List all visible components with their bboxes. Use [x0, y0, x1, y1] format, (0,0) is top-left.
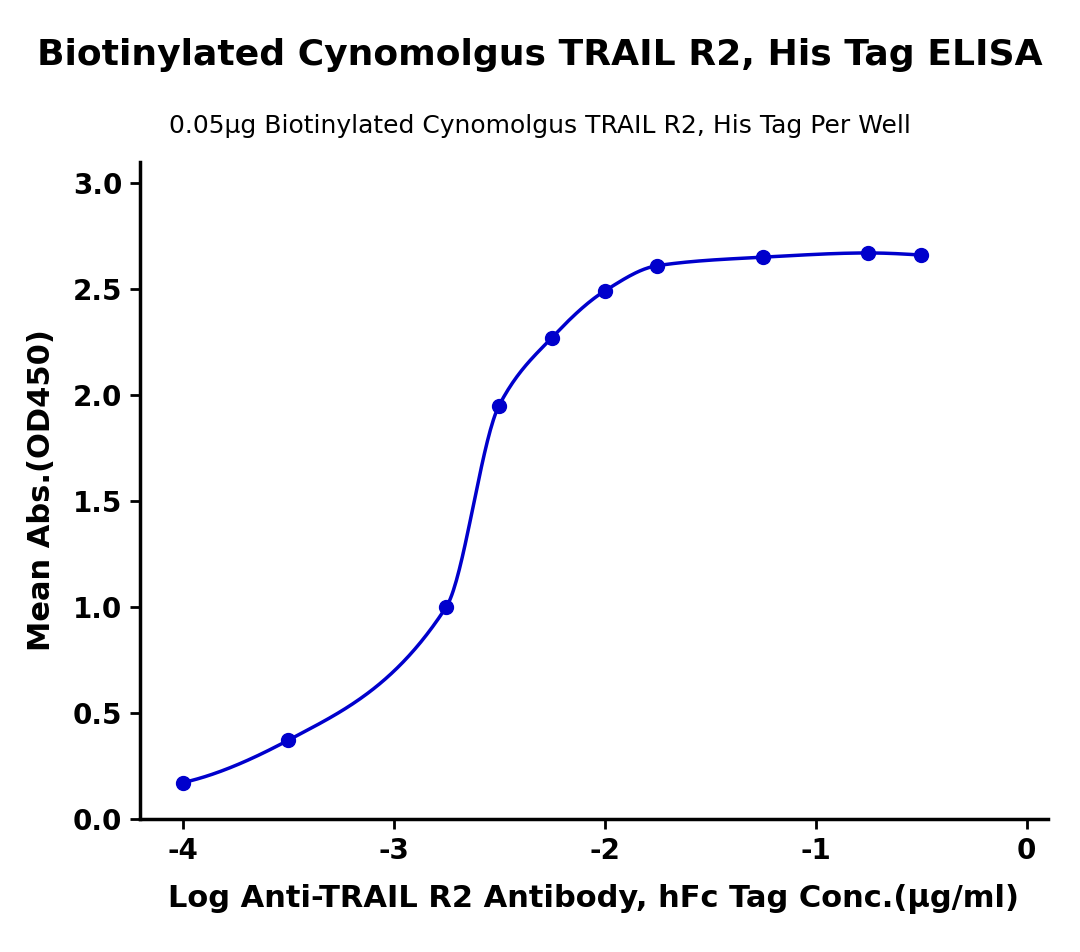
- Text: Biotinylated Cynomolgus TRAIL R2, His Tag ELISA: Biotinylated Cynomolgus TRAIL R2, His Ta…: [37, 38, 1043, 72]
- Text: 0.05μg Biotinylated Cynomolgus TRAIL R2, His Tag Per Well: 0.05μg Biotinylated Cynomolgus TRAIL R2,…: [170, 114, 910, 138]
- X-axis label: Log Anti-TRAIL R2 Antibody, hFc Tag Conc.(μg/ml): Log Anti-TRAIL R2 Antibody, hFc Tag Conc…: [168, 884, 1020, 914]
- Y-axis label: Mean Abs.(OD450): Mean Abs.(OD450): [27, 329, 56, 651]
